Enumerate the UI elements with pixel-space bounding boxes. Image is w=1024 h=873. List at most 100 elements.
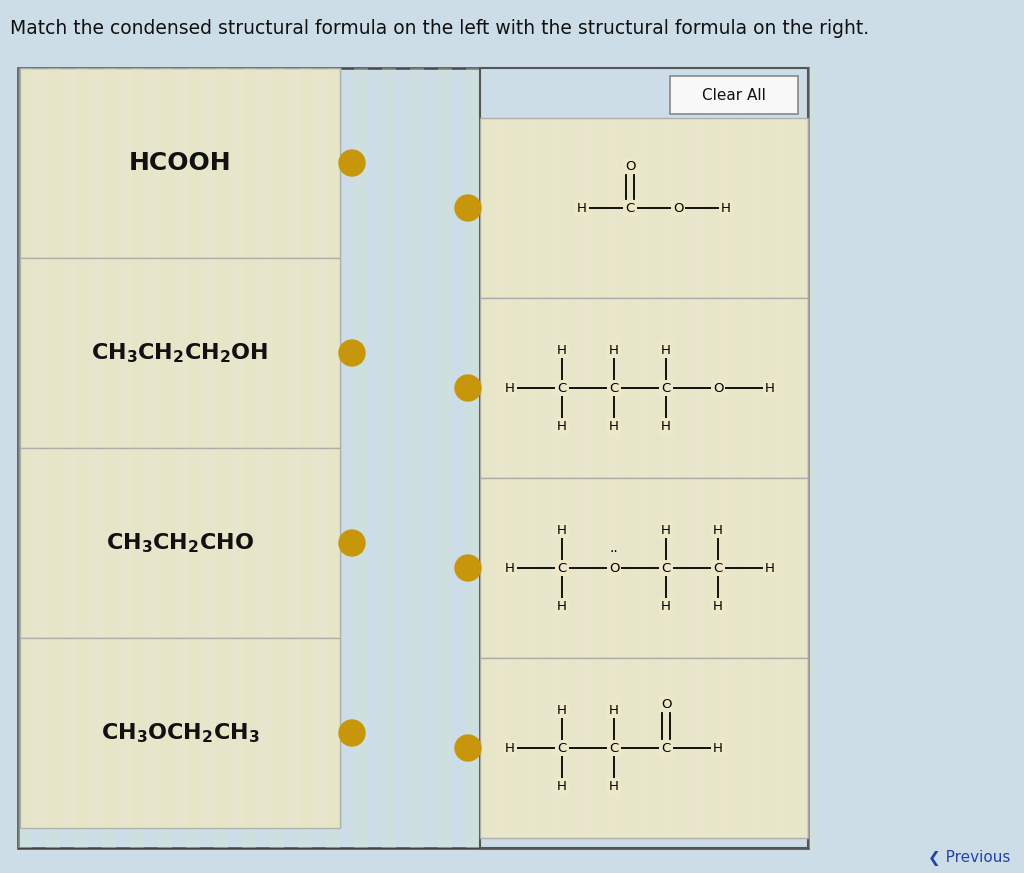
Bar (244, 68, 258, 258)
Bar (160, 448, 174, 638)
Text: H: H (505, 741, 515, 754)
Text: $\mathregular{CH_3CH_2CHO}$: $\mathregular{CH_3CH_2CHO}$ (106, 531, 254, 555)
Bar (508, 118, 522, 298)
Bar (536, 478, 550, 658)
Bar (438, 68, 452, 848)
FancyBboxPatch shape (670, 76, 798, 114)
Text: $\mathregular{CH_3OCH_2CH_3}$: $\mathregular{CH_3OCH_2CH_3}$ (100, 721, 259, 745)
Bar (788, 118, 802, 298)
Text: C: C (714, 561, 723, 574)
Bar (160, 258, 174, 448)
Bar (18, 68, 32, 848)
Bar (158, 68, 172, 848)
Bar (104, 258, 118, 448)
Bar (480, 298, 494, 478)
Text: C: C (557, 382, 566, 395)
Bar (216, 448, 230, 638)
Bar (648, 298, 662, 478)
Text: H: H (609, 780, 618, 793)
Text: H: H (609, 704, 618, 717)
Bar (760, 658, 774, 838)
Text: H: H (721, 202, 731, 215)
Circle shape (339, 340, 365, 366)
Bar (214, 68, 228, 848)
Bar (104, 448, 118, 638)
Text: Match the condensed structural formula on the left with the structural formula o: Match the condensed structural formula o… (10, 18, 869, 38)
Bar (20, 448, 34, 638)
Bar (676, 478, 690, 658)
Bar (244, 448, 258, 638)
Bar (690, 68, 705, 848)
Circle shape (455, 735, 481, 761)
Text: H: H (578, 202, 587, 215)
Text: C: C (626, 202, 635, 215)
Bar (244, 638, 258, 828)
Bar (592, 118, 606, 298)
Bar (48, 258, 62, 448)
Bar (592, 658, 606, 838)
Text: H: H (713, 741, 723, 754)
Bar (20, 258, 34, 448)
Text: $\mathregular{CH_3CH_2CH_2OH}$: $\mathregular{CH_3CH_2CH_2OH}$ (91, 341, 268, 365)
Bar (648, 118, 662, 298)
Bar (705, 478, 718, 658)
Bar (104, 68, 118, 258)
Bar (788, 658, 802, 838)
Bar (774, 68, 788, 848)
Text: H: H (713, 600, 723, 613)
Bar (188, 638, 202, 828)
Bar (536, 298, 550, 478)
Bar (536, 658, 550, 838)
Text: H: H (557, 524, 567, 537)
Text: H: H (505, 561, 515, 574)
Text: H: H (505, 382, 515, 395)
Bar (20, 258, 340, 448)
Bar (160, 638, 174, 828)
Bar (480, 118, 494, 298)
Bar (300, 258, 314, 448)
Bar (216, 68, 230, 258)
Bar (298, 68, 312, 848)
Bar (46, 68, 60, 848)
Bar (718, 68, 732, 848)
Text: C: C (557, 561, 566, 574)
Bar (20, 448, 340, 638)
Text: HCOOH: HCOOH (129, 151, 231, 175)
Text: C: C (662, 741, 671, 754)
Bar (648, 658, 662, 838)
Bar (760, 298, 774, 478)
Text: H: H (662, 420, 671, 432)
Text: C: C (557, 741, 566, 754)
Bar (354, 68, 368, 848)
Bar (328, 638, 342, 828)
Bar (705, 658, 718, 838)
Circle shape (339, 150, 365, 176)
Bar (705, 298, 718, 478)
Bar (410, 68, 424, 848)
Bar (76, 68, 90, 258)
Bar (578, 68, 592, 848)
Bar (620, 118, 634, 298)
Bar (132, 638, 146, 828)
Bar (676, 118, 690, 298)
Text: H: H (765, 561, 775, 574)
Bar (300, 448, 314, 638)
Bar (662, 68, 676, 848)
Bar (564, 658, 578, 838)
Bar (76, 638, 90, 828)
Bar (564, 118, 578, 298)
Bar (216, 258, 230, 448)
Bar (564, 478, 578, 658)
Bar (480, 658, 808, 838)
Bar (300, 638, 314, 828)
Text: ❮ Previous: ❮ Previous (928, 850, 1010, 866)
Text: H: H (662, 524, 671, 537)
Bar (242, 68, 256, 848)
Bar (788, 478, 802, 658)
Bar (760, 478, 774, 658)
Text: H: H (609, 420, 618, 432)
Bar (480, 68, 808, 848)
Text: H: H (557, 704, 567, 717)
Text: C: C (662, 561, 671, 574)
Bar (494, 68, 508, 848)
